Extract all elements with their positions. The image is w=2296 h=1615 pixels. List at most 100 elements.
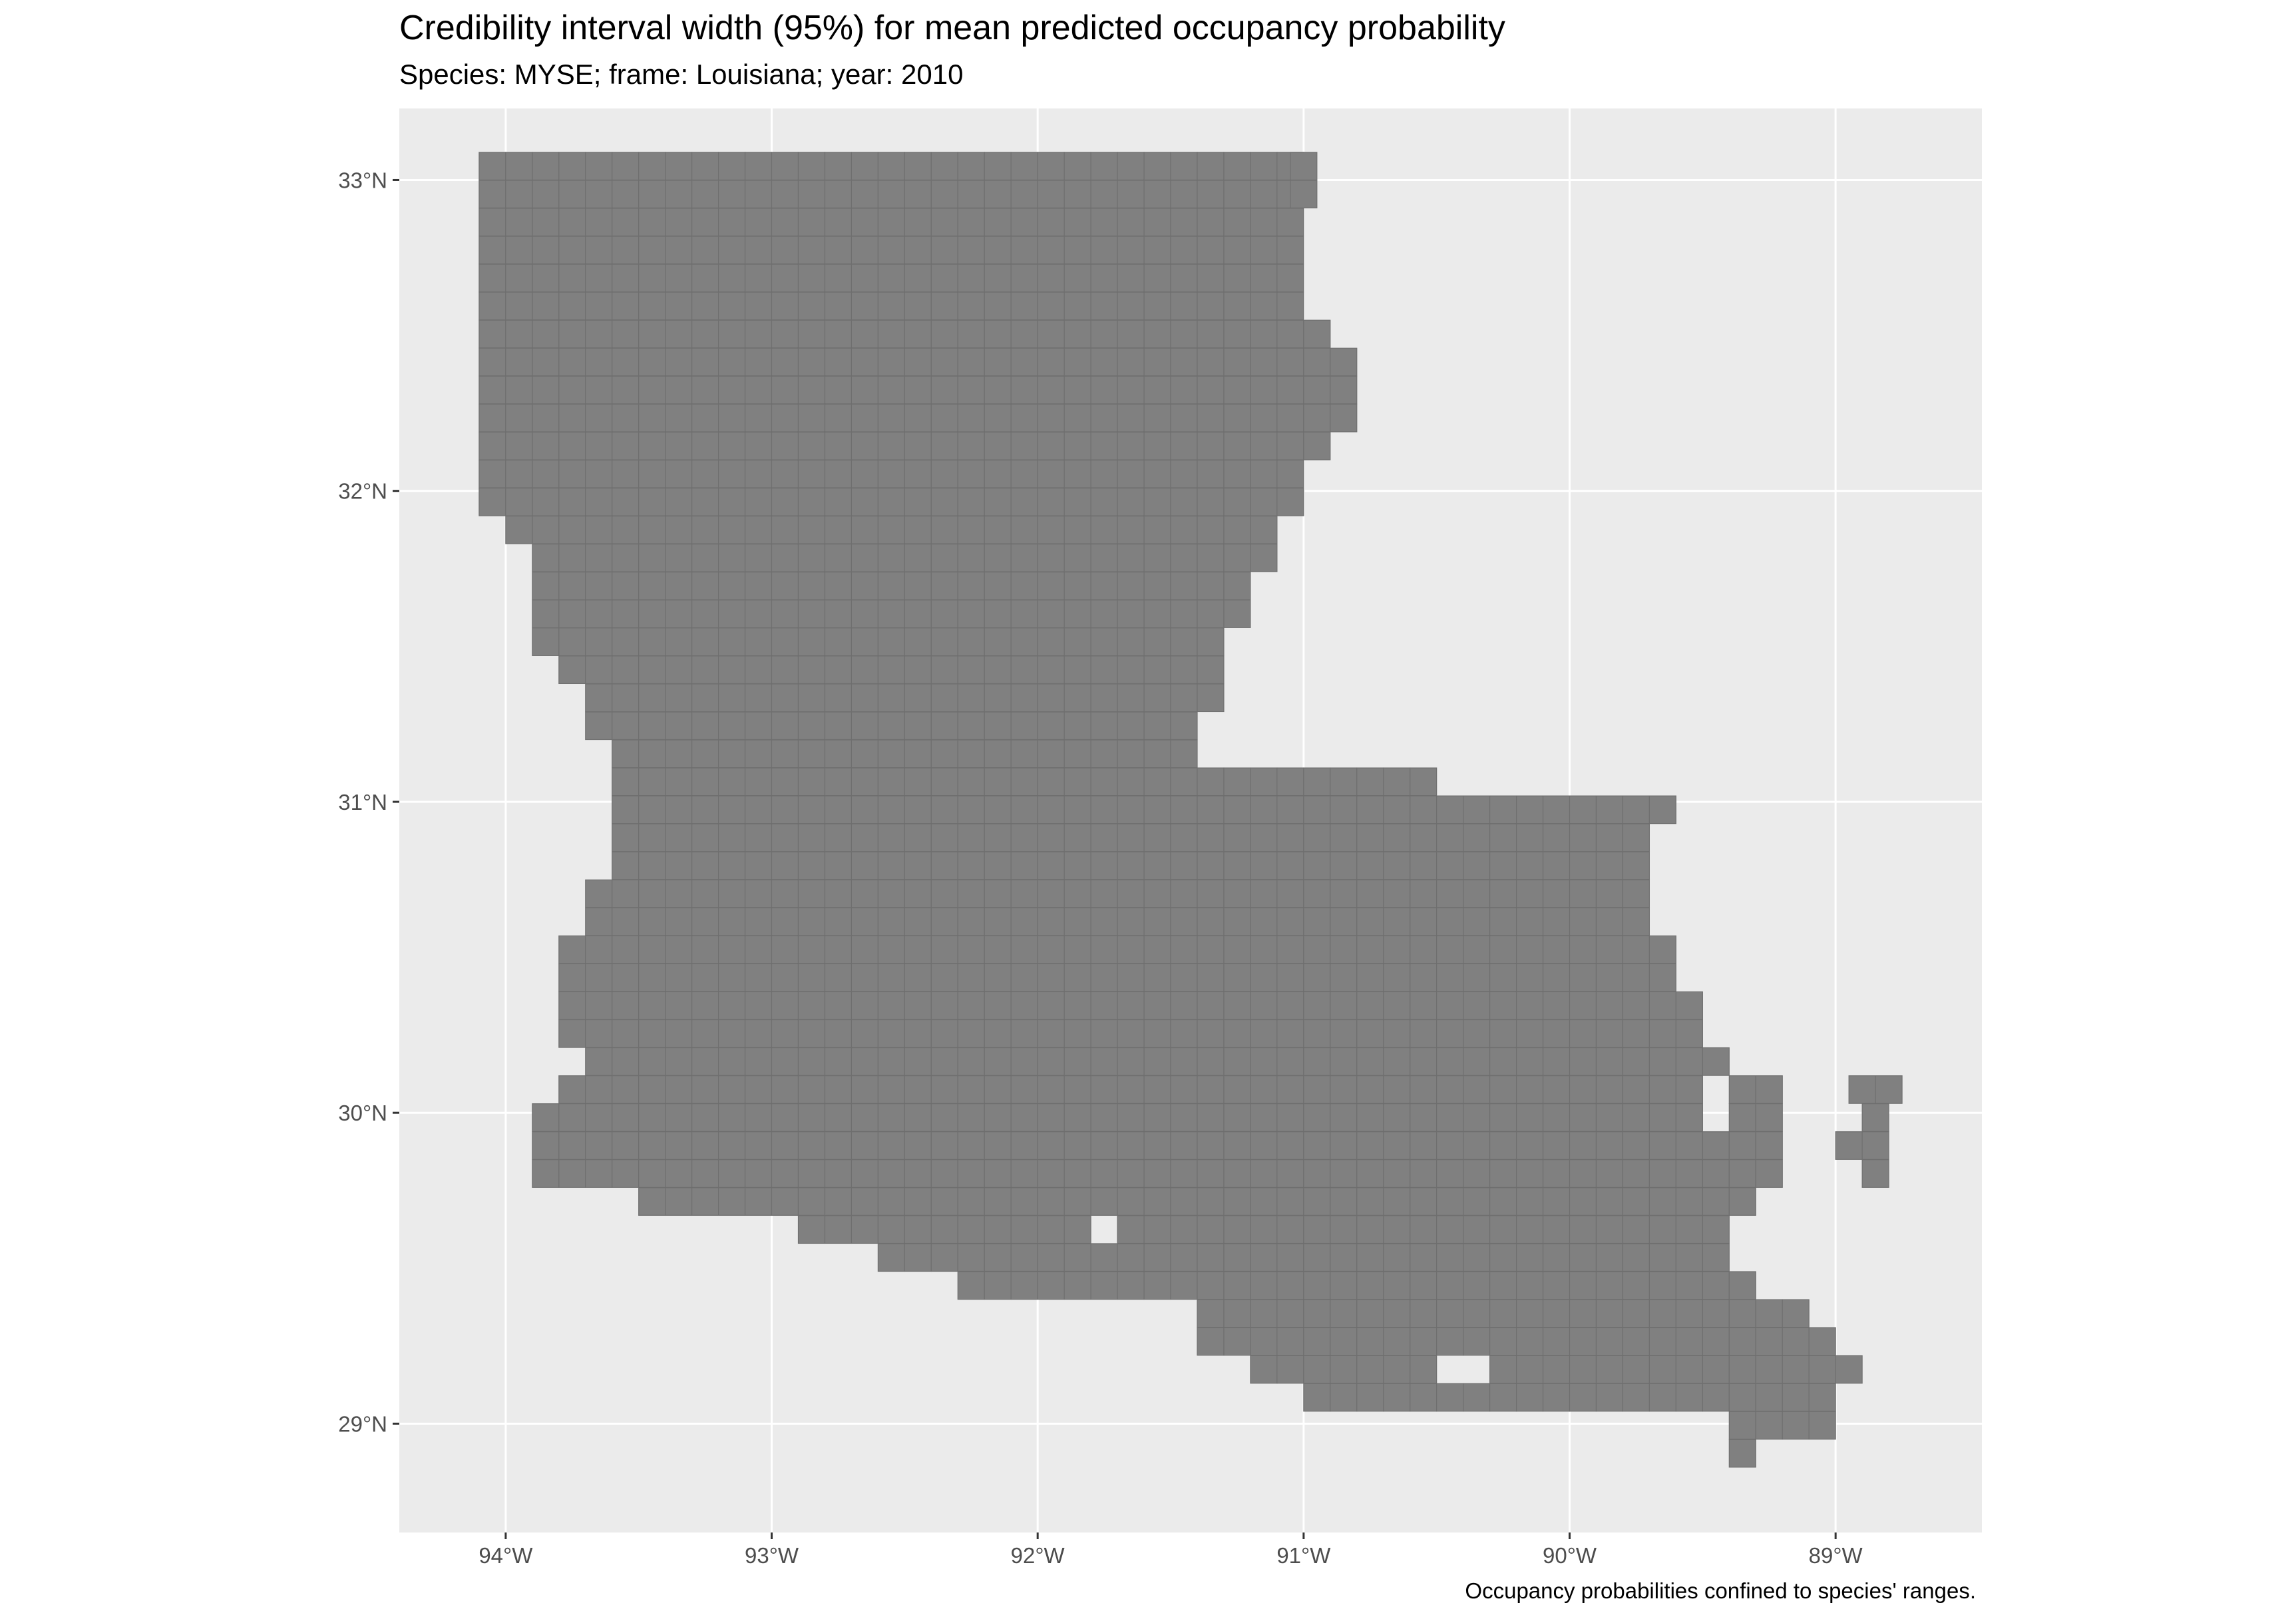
grid-cell xyxy=(1515,963,1544,992)
grid-cell xyxy=(1037,291,1065,321)
grid-cell xyxy=(1250,1299,1278,1328)
grid-cell xyxy=(877,1215,905,1244)
grid-cell xyxy=(1648,991,1676,1020)
grid-cell xyxy=(1250,1243,1278,1272)
grid-cell xyxy=(904,487,932,516)
grid-cell xyxy=(612,264,640,293)
grid-cell xyxy=(1276,795,1304,824)
grid-cell xyxy=(665,683,693,713)
grid-cell xyxy=(930,1243,958,1272)
grid-cell xyxy=(1383,1355,1411,1384)
grid-cell xyxy=(717,572,746,600)
grid-cell xyxy=(585,1131,613,1160)
grid-cell xyxy=(1223,403,1251,433)
grid-cell xyxy=(558,655,586,685)
grid-cell xyxy=(1489,907,1517,936)
grid-cell xyxy=(1515,1383,1544,1412)
grid-cell xyxy=(1569,907,1597,936)
grid-cell xyxy=(558,347,586,377)
grid-cell xyxy=(532,375,560,405)
grid-cell xyxy=(1010,991,1038,1020)
grid-cell xyxy=(1755,1327,1783,1356)
grid-cell xyxy=(1197,1327,1225,1356)
grid-cell xyxy=(1250,1047,1278,1076)
grid-cell xyxy=(1170,991,1198,1020)
grid-cell xyxy=(1117,375,1145,405)
grid-cell xyxy=(957,1075,985,1104)
grid-cell xyxy=(638,544,666,572)
grid-cell xyxy=(585,683,613,713)
grid-cell xyxy=(877,459,905,488)
grid-cell xyxy=(1622,991,1650,1020)
grid-cell xyxy=(1010,711,1038,741)
grid-cell xyxy=(771,991,799,1020)
grid-cell xyxy=(1702,1327,1730,1356)
grid-cell xyxy=(904,739,932,769)
grid-cell xyxy=(1170,1103,1198,1132)
grid-cell xyxy=(984,851,1012,880)
grid-cell xyxy=(1010,655,1038,685)
grid-cell xyxy=(1330,403,1358,433)
grid-cell xyxy=(1489,1103,1517,1132)
grid-cell xyxy=(984,487,1012,516)
grid-cell xyxy=(717,655,746,685)
grid-cell xyxy=(1463,963,1491,992)
grid-cell xyxy=(1090,628,1118,656)
grid-cell xyxy=(1037,459,1065,488)
grid-cell xyxy=(1037,1243,1065,1272)
grid-cell xyxy=(1037,1103,1065,1132)
grid-cell xyxy=(717,907,746,936)
grid-cell xyxy=(1197,879,1225,908)
grid-cell xyxy=(1463,851,1491,880)
grid-cell xyxy=(1515,935,1544,964)
grid-cell xyxy=(744,1159,773,1188)
grid-cell xyxy=(638,767,666,797)
grid-cell xyxy=(505,431,533,460)
grid-cell xyxy=(1010,823,1038,852)
grid-cell xyxy=(984,600,1012,628)
grid-cell xyxy=(1223,1159,1251,1188)
grid-cell xyxy=(1303,1187,1331,1216)
grid-cell xyxy=(1542,1327,1571,1356)
grid-cell xyxy=(1090,375,1118,405)
grid-cell xyxy=(744,403,773,433)
grid-cell xyxy=(1276,1355,1304,1384)
grid-cell xyxy=(1223,600,1251,628)
grid-cell xyxy=(984,1075,1012,1104)
grid-cell xyxy=(1197,544,1225,572)
grid-cell xyxy=(505,319,533,349)
grid-cell xyxy=(1542,1131,1571,1160)
grid-cell xyxy=(1143,1243,1171,1272)
grid-cell xyxy=(1356,991,1384,1020)
grid-cell xyxy=(744,572,773,600)
grid-cell xyxy=(877,1019,905,1048)
grid-cell xyxy=(1197,236,1225,265)
grid-cell xyxy=(1489,1299,1517,1328)
grid-cell xyxy=(1090,600,1118,628)
grid-cell xyxy=(1276,1159,1304,1188)
grid-cell xyxy=(1250,1019,1278,1048)
grid-cell xyxy=(1170,628,1198,656)
grid-cell xyxy=(1117,319,1145,349)
grid-cell xyxy=(984,236,1012,265)
grid-cell xyxy=(744,431,773,460)
grid-cell xyxy=(1542,1019,1571,1048)
grid-cell xyxy=(797,544,826,572)
grid-cell xyxy=(744,152,773,181)
grid-cell xyxy=(665,991,693,1020)
grid-cell xyxy=(717,879,746,908)
grid-cell xyxy=(1117,600,1145,628)
grid-cell xyxy=(1303,1019,1331,1048)
grid-cell xyxy=(797,1187,826,1216)
grid-cell xyxy=(717,935,746,964)
grid-cell xyxy=(691,152,719,181)
grid-cell xyxy=(877,823,905,852)
grid-cell xyxy=(984,180,1012,209)
grid-cell xyxy=(1223,319,1251,349)
grid-cell xyxy=(797,879,826,908)
grid-cell xyxy=(771,879,799,908)
grid-cell xyxy=(1782,1327,1810,1356)
grid-cell xyxy=(717,628,746,656)
grid-cell xyxy=(1303,1075,1331,1104)
